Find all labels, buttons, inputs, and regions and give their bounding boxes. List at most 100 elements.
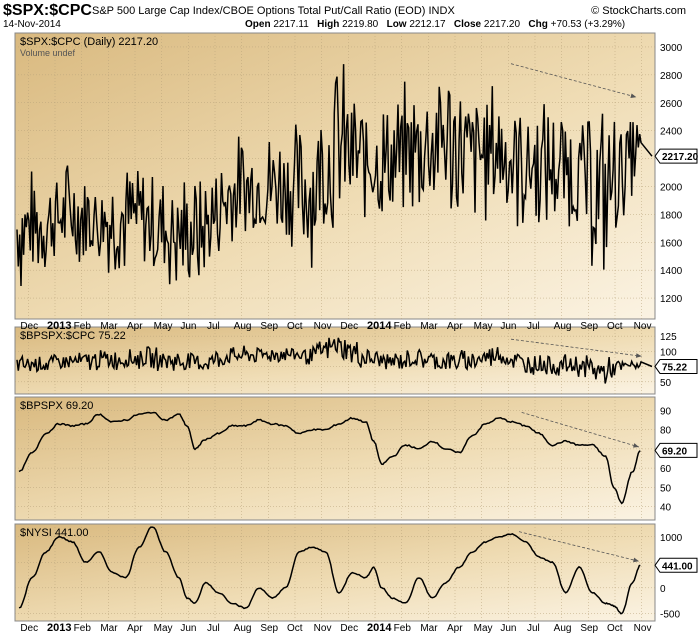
x-tick-label: Jun: [500, 623, 516, 634]
x-tick-label: Aug: [234, 623, 252, 634]
y-tick-label: 40: [660, 503, 672, 514]
x-tick-label: Sep: [580, 623, 598, 634]
x-tick-label: Apr: [127, 623, 143, 634]
x-tick-label: Dec: [340, 321, 358, 332]
x-tick-label: Jun: [180, 321, 196, 332]
series-line: [16, 64, 653, 287]
x-tick-label: Apr: [127, 321, 143, 332]
last-value-box: [654, 557, 698, 573]
x-tick-label: Mar: [420, 321, 438, 332]
x-tick-label: Jul: [527, 623, 540, 634]
x-tick-label: Sep: [260, 321, 278, 332]
x-tick-label: Jul: [207, 623, 220, 634]
x-tick-label: Oct: [287, 623, 303, 634]
trend-arrowhead: [635, 353, 642, 358]
x-tick-label: Feb: [394, 623, 412, 634]
panel-label: $BPSPX 69.20: [20, 400, 93, 412]
x-tick-label: Oct: [607, 321, 623, 332]
low-label: Low: [386, 19, 407, 30]
open-label: Open: [245, 19, 271, 30]
x-tick-label: Mar: [100, 623, 118, 634]
x-tick-label: Feb: [74, 321, 92, 332]
trend-line: [521, 411, 640, 448]
x-tick-label: Dec: [340, 623, 358, 634]
trend-line: [510, 338, 642, 357]
x-tick-label: Jul: [207, 321, 220, 332]
x-tick-label: Oct: [607, 623, 623, 634]
last-value-box: [654, 442, 698, 458]
panel-background: [14, 396, 656, 521]
x-tick-label: Sep: [260, 623, 278, 634]
x-tick-label: Jun: [500, 321, 516, 332]
y-tick-label: 80: [660, 426, 672, 437]
trend-arrowhead: [633, 443, 639, 448]
trend-arrowhead: [633, 557, 639, 563]
series-line: [18, 526, 641, 615]
y-tick-label: 1000: [660, 533, 683, 544]
x-tick-label: Nov: [634, 321, 652, 332]
date: 14-Nov-2014: [3, 19, 61, 30]
last-value-box: [654, 148, 698, 164]
series-line: [16, 337, 653, 384]
description: S&P 500 Large Cap Index/CBOE Options Tot…: [92, 5, 455, 17]
close-label: Close: [453, 19, 482, 30]
x-tick-label: 2014: [367, 320, 392, 332]
series-line: [18, 411, 641, 505]
x-tick-label: Apr: [447, 623, 463, 634]
ohlc-readout: Open 2217.11 High 2219.80 Low 2212.17 Cl…: [245, 19, 625, 30]
x-tick-label: Nov: [634, 623, 652, 634]
exchange: INDX: [428, 5, 455, 17]
y-tick-label: 1600: [660, 238, 683, 249]
x-tick-label: Aug: [234, 321, 252, 332]
y-tick-label: 50: [660, 483, 672, 494]
chg-value: +70.53 (+3.29%): [550, 19, 626, 30]
x-tick-label: Aug: [554, 321, 572, 332]
y-tick-label: 60: [660, 464, 672, 475]
x-tick-label: Mar: [420, 623, 438, 634]
close-value: 2217.20: [483, 19, 521, 30]
trend-line: [510, 63, 637, 98]
y-tick-label: 100: [660, 347, 677, 358]
x-tick-label: Sep: [580, 321, 598, 332]
x-tick-label: Jun: [180, 623, 196, 634]
panel-label: $SPX:$CPC (Daily) 2217.20: [20, 36, 158, 48]
y-tick-label: 2400: [660, 127, 683, 138]
y-tick-label: 90: [660, 406, 672, 417]
x-tick-label: Dec: [20, 623, 38, 634]
trend-line: [518, 531, 640, 562]
high-label: High: [317, 19, 340, 30]
last-value-label: 2217.20: [662, 152, 699, 163]
high-value: 2219.80: [342, 19, 379, 30]
description-text: S&P 500 Large Cap Index/CBOE Options Tot…: [92, 5, 426, 17]
brand-logo[interactable]: © StockCharts.com: [591, 5, 686, 17]
x-tick-label: 2014: [367, 622, 392, 634]
last-value-label: 441.00: [662, 561, 693, 572]
last-value-label: 69.20: [662, 446, 687, 457]
y-tick-label: 1400: [660, 266, 683, 277]
y-tick-label: 3000: [660, 43, 683, 54]
x-tick-label: May: [474, 623, 493, 634]
x-tick-label: Feb: [74, 623, 92, 634]
y-tick-label: 2000: [660, 182, 683, 193]
panel-label: $BPSPX:$CPC 75.22: [20, 330, 126, 342]
y-tick-label: 0: [660, 584, 666, 595]
symbol: $SPX:$CPC: [3, 2, 92, 19]
panel-label: $NYSI 441.00: [20, 527, 89, 539]
panel-background: [14, 32, 656, 320]
x-tick-label: May: [154, 321, 173, 332]
x-tick-label: Aug: [554, 623, 572, 634]
x-tick-label: Dec: [20, 321, 38, 332]
y-tick-label: 2600: [660, 99, 683, 110]
low-value: 2212.17: [409, 19, 446, 30]
panel-sub-label: Volume undef: [20, 48, 76, 58]
x-tick-label: Nov: [314, 623, 332, 634]
panel-background: [14, 523, 656, 622]
trend-arrowhead: [630, 93, 637, 99]
x-tick-label: 2013: [47, 320, 71, 332]
last-value-box: [654, 358, 698, 374]
x-tick-label: Apr: [447, 321, 463, 332]
chg-label: Chg: [528, 19, 548, 30]
y-tick-label: 1200: [660, 294, 683, 305]
x-tick-label: Jul: [527, 321, 540, 332]
y-tick-label: 125: [660, 332, 677, 343]
